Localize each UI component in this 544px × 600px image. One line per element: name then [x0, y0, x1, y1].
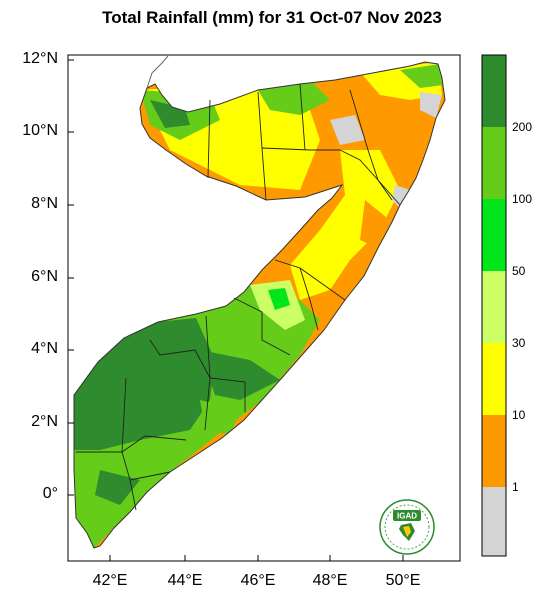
igad-logo [379, 499, 435, 555]
map-title: Total Rainfall (mm) for 31 Oct-07 Nov 20… [102, 8, 442, 27]
igad-logo-text: IGAD [397, 512, 417, 521]
colorbar-label: 200 [512, 120, 533, 134]
colorbar-box-3 [482, 271, 506, 343]
border-stub [146, 55, 169, 89]
colorbar-box-1 [482, 127, 506, 199]
colorbar-box-5 [482, 415, 506, 487]
y-tick-label: 10°N [22, 122, 58, 139]
admin-boundaries [76, 83, 401, 511]
x-tick-label: 50°E [385, 572, 421, 589]
y-tick-label: 2°N [31, 413, 58, 430]
colorbar-box-0 [482, 55, 506, 127]
y-tick-label: 8°N [31, 195, 58, 212]
x-tick-label: 44°E [167, 572, 203, 589]
colorbar-box-2 [482, 199, 506, 271]
axis-ticks [68, 59, 404, 561]
y-tick-label: 4°N [31, 340, 58, 357]
colorbar-label: 1 [512, 480, 519, 494]
x-tick-label: 42°E [92, 572, 128, 589]
colorbar-label: 100 [512, 192, 533, 206]
colorbar-label: 30 [512, 336, 526, 350]
colorbar-label: 50 [512, 264, 526, 278]
x-tick-label: 46°E [240, 572, 276, 589]
y-tick-label: 0° [42, 485, 58, 502]
y-tick-label: 6°N [31, 268, 58, 285]
colorbar-label: 10 [512, 408, 526, 422]
colorbar-box-6 [482, 487, 506, 556]
y-tick-label: 12°N [22, 50, 58, 67]
x-tick-label: 48°E [312, 572, 348, 589]
colorbar-box-4 [482, 343, 506, 415]
colorbar [481, 54, 507, 557]
somalia-outline [73, 61, 446, 549]
